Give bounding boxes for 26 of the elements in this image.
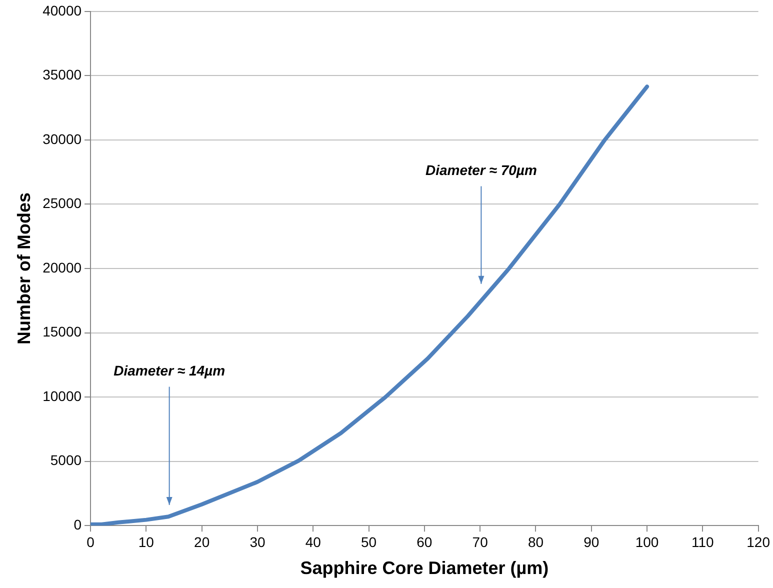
y-tick-label: 15000	[42, 324, 82, 340]
y-tick-label: 10000	[42, 388, 82, 404]
y-tick-label: 25000	[42, 195, 82, 212]
x-tick-label: 120	[746, 534, 770, 550]
y-axis-title: Number of Modes	[14, 192, 34, 345]
y-tick-label: 0	[74, 516, 82, 532]
annotation: Diameter ≈ 14µm	[114, 362, 226, 379]
annotation: Diameter ≈ 70µm	[425, 162, 537, 178]
y-tick-label: 40000	[42, 2, 82, 18]
x-tick-label: 90	[584, 534, 600, 550]
x-tick-label: 110	[692, 534, 714, 550]
x-tick-label: 50	[360, 534, 377, 550]
x-axis-title: Sapphire Core Diameter (µm)	[300, 558, 549, 578]
x-tick-label: 20	[194, 534, 210, 550]
x-tick-label: 100	[635, 534, 659, 550]
y-tick-label: 5000	[50, 452, 82, 468]
x-tick-label: 10	[138, 534, 154, 550]
y-tick-label: 20000	[42, 259, 82, 276]
x-tick-label: 40	[305, 534, 322, 550]
x-tick-label: 0	[86, 534, 95, 550]
y-tick-label: 30000	[42, 130, 82, 147]
x-tick-label: 60	[416, 534, 432, 550]
x-tick-label: 80	[528, 534, 544, 550]
x-tick-label: 30	[250, 534, 266, 550]
y-tick-label: 35000	[42, 66, 82, 83]
x-tick-label: 70	[472, 534, 488, 550]
